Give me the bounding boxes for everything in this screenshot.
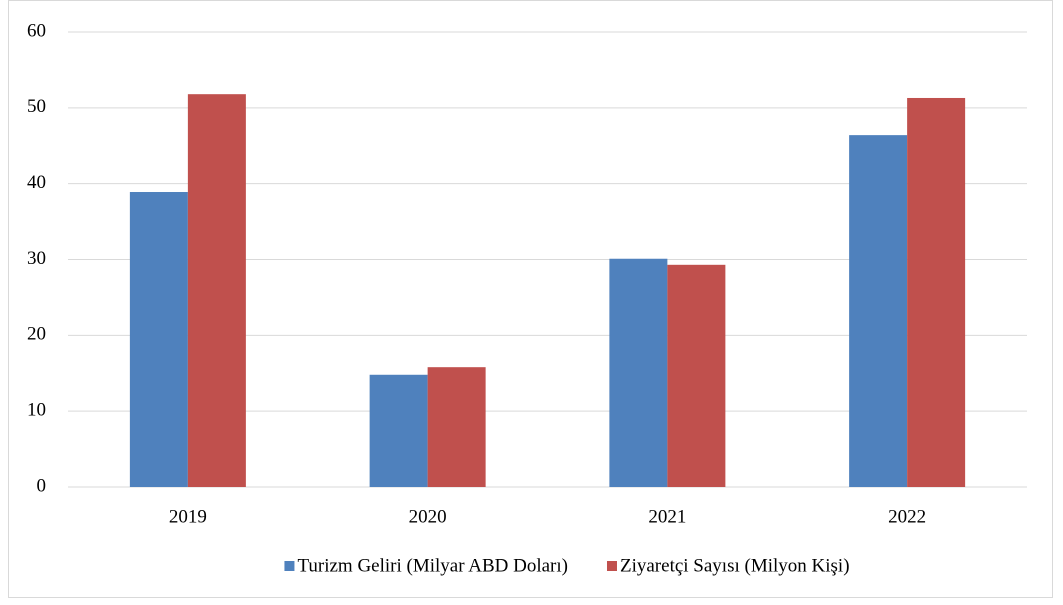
y-tick-label: 20 [27, 324, 46, 345]
x-tick-label: 2022 [888, 506, 926, 527]
bar [609, 258, 668, 487]
bar [849, 135, 908, 487]
y-tick-label: 40 [27, 172, 46, 193]
legend-label: Turizm Geliri (Milyar ABD Doları) [297, 555, 568, 576]
legend-swatch [606, 561, 617, 571]
y-tick-label: 60 [27, 20, 46, 41]
x-tick-label: 2019 [169, 506, 207, 527]
legend-label: Ziyaretçi Sayısı (Milyon Kişi) [620, 555, 850, 576]
x-tick-label: 2020 [409, 506, 447, 527]
bar [667, 264, 726, 487]
bar [369, 374, 428, 487]
bar [907, 97, 966, 487]
legend-swatch [284, 561, 295, 571]
bar [129, 192, 188, 487]
y-tick-label: 50 [27, 96, 46, 117]
y-tick-label: 10 [27, 400, 46, 421]
x-tick-label: 2021 [648, 506, 686, 527]
y-tick-label: 0 [37, 475, 47, 496]
bar [427, 367, 486, 487]
y-tick-label: 30 [27, 248, 46, 269]
bar [187, 94, 246, 487]
